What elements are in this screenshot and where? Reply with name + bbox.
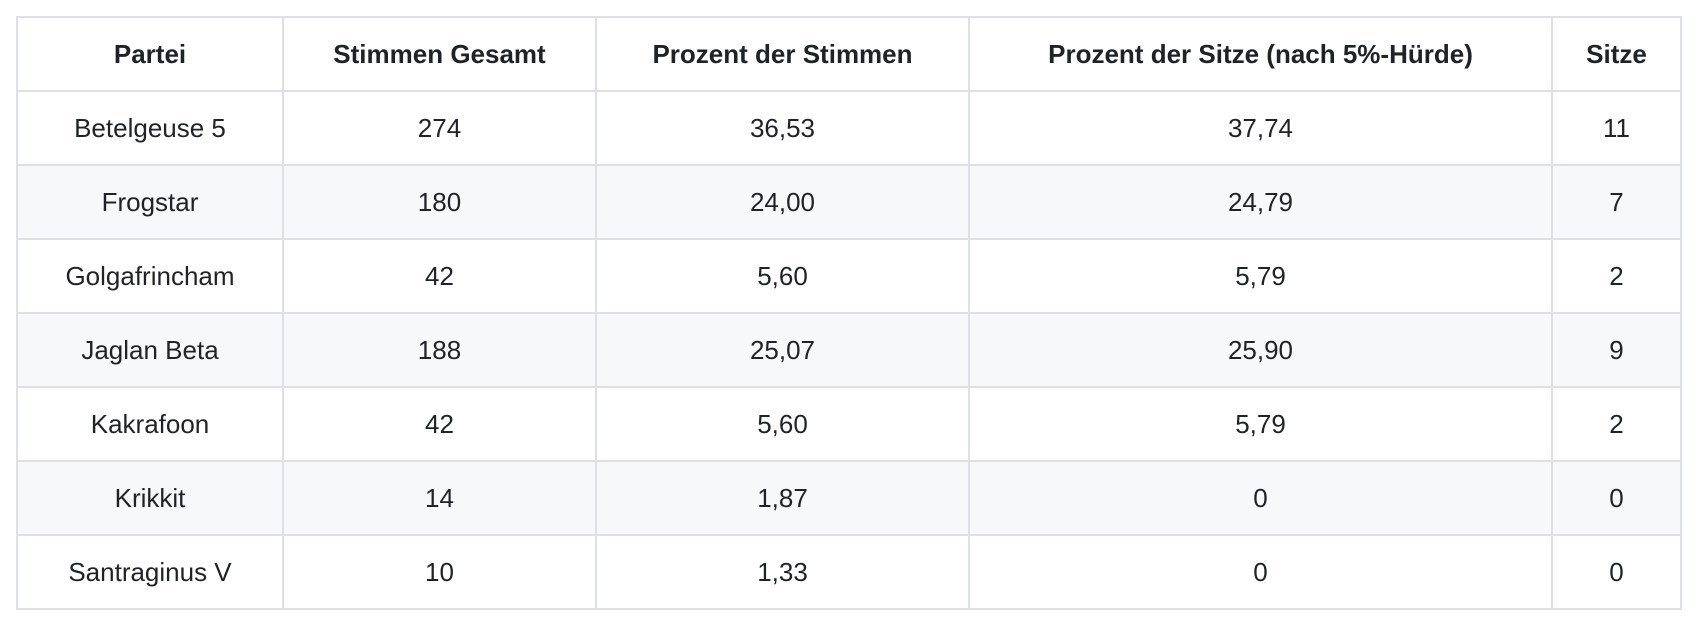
cell-prozent-der-sitze: 0 xyxy=(968,460,1553,536)
table-row-kakrafoon: Kakrafoon 42 5,60 5,79 2 xyxy=(16,386,1682,462)
column-header-prozent-der-stimmen: Prozent der Stimmen xyxy=(595,16,970,92)
table-row-golgafrincham: Golgafrincham 42 5,60 5,79 2 xyxy=(16,238,1682,314)
table-row-santraginus-v: Santraginus V 10 1,33 0 0 xyxy=(16,534,1682,610)
table-row-jaglan-beta: Jaglan Beta 188 25,07 25,90 9 xyxy=(16,312,1682,388)
column-header-partei: Partei xyxy=(16,16,284,92)
cell-prozent-der-stimmen: 5,60 xyxy=(595,238,970,314)
cell-prozent-der-sitze: 24,79 xyxy=(968,164,1553,240)
cell-prozent-der-sitze: 37,74 xyxy=(968,90,1553,166)
cell-prozent-der-stimmen: 1,87 xyxy=(595,460,970,536)
cell-prozent-der-sitze: 5,79 xyxy=(968,386,1553,462)
header-row: Partei Stimmen Gesamt Prozent der Stimme… xyxy=(16,16,1682,92)
cell-stimmen-gesamt: 10 xyxy=(282,534,597,610)
cell-stimmen-gesamt: 188 xyxy=(282,312,597,388)
cell-prozent-der-stimmen: 1,33 xyxy=(595,534,970,610)
cell-prozent-der-stimmen: 5,60 xyxy=(595,386,970,462)
cell-stimmen-gesamt: 180 xyxy=(282,164,597,240)
cell-stimmen-gesamt: 274 xyxy=(282,90,597,166)
cell-partei: Frogstar xyxy=(16,164,284,240)
cell-prozent-der-sitze: 5,79 xyxy=(968,238,1553,314)
table-row-frogstar: Frogstar 180 24,00 24,79 7 xyxy=(16,164,1682,240)
cell-partei: Betelgeuse 5 xyxy=(16,90,284,166)
cell-sitze: 7 xyxy=(1551,164,1682,240)
cell-sitze: 2 xyxy=(1551,238,1682,314)
cell-prozent-der-stimmen: 24,00 xyxy=(595,164,970,240)
cell-partei: Kakrafoon xyxy=(16,386,284,462)
column-header-stimmen-gesamt: Stimmen Gesamt xyxy=(282,16,597,92)
column-header-sitze: Sitze xyxy=(1551,16,1682,92)
cell-sitze: 0 xyxy=(1551,534,1682,610)
cell-partei: Golgafrincham xyxy=(16,238,284,314)
cell-sitze: 9 xyxy=(1551,312,1682,388)
column-header-prozent-der-sitze: Prozent der Sitze (nach 5%-Hürde) xyxy=(968,16,1553,92)
table-row-betelgeuse-5: Betelgeuse 5 274 36,53 37,74 11 xyxy=(16,90,1682,166)
cell-stimmen-gesamt: 42 xyxy=(282,386,597,462)
cell-sitze: 11 xyxy=(1551,90,1682,166)
cell-prozent-der-sitze: 0 xyxy=(968,534,1553,610)
cell-prozent-der-sitze: 25,90 xyxy=(968,312,1553,388)
cell-sitze: 2 xyxy=(1551,386,1682,462)
cell-stimmen-gesamt: 42 xyxy=(282,238,597,314)
cell-partei: Jaglan Beta xyxy=(16,312,284,388)
cell-partei: Krikkit xyxy=(16,460,284,536)
table-row-krikkit: Krikkit 14 1,87 0 0 xyxy=(16,460,1682,536)
votes-table: Partei Stimmen Gesamt Prozent der Stimme… xyxy=(16,16,1682,610)
cell-stimmen-gesamt: 14 xyxy=(282,460,597,536)
cell-prozent-der-stimmen: 25,07 xyxy=(595,312,970,388)
cell-sitze: 0 xyxy=(1551,460,1682,536)
cell-partei: Santraginus V xyxy=(16,534,284,610)
cell-prozent-der-stimmen: 36,53 xyxy=(595,90,970,166)
